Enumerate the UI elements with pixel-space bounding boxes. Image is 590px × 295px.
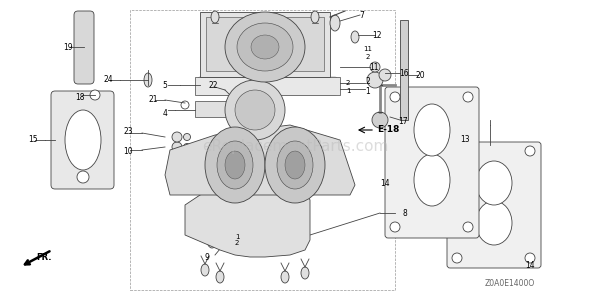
Ellipse shape bbox=[476, 161, 512, 205]
Ellipse shape bbox=[265, 127, 325, 203]
Text: 2: 2 bbox=[366, 76, 371, 86]
Text: 15: 15 bbox=[28, 135, 38, 145]
Ellipse shape bbox=[414, 104, 450, 156]
Ellipse shape bbox=[277, 141, 313, 189]
Text: 2: 2 bbox=[346, 80, 350, 86]
Polygon shape bbox=[165, 125, 355, 195]
Text: 19: 19 bbox=[63, 42, 73, 52]
FancyBboxPatch shape bbox=[385, 87, 479, 238]
Ellipse shape bbox=[77, 171, 89, 183]
Ellipse shape bbox=[370, 62, 380, 72]
Ellipse shape bbox=[379, 69, 391, 81]
Ellipse shape bbox=[414, 154, 450, 206]
Ellipse shape bbox=[367, 72, 383, 88]
Bar bbox=[130, 10, 395, 290]
Ellipse shape bbox=[311, 11, 319, 23]
Ellipse shape bbox=[216, 271, 224, 283]
Ellipse shape bbox=[372, 112, 388, 128]
Text: 11: 11 bbox=[363, 46, 372, 52]
Ellipse shape bbox=[463, 92, 473, 102]
FancyBboxPatch shape bbox=[74, 11, 94, 84]
Ellipse shape bbox=[181, 101, 189, 109]
Text: 18: 18 bbox=[76, 93, 85, 101]
Ellipse shape bbox=[205, 127, 265, 203]
Text: 1: 1 bbox=[235, 234, 240, 240]
Text: 5: 5 bbox=[163, 81, 168, 89]
Text: 13: 13 bbox=[460, 135, 470, 145]
Ellipse shape bbox=[225, 151, 245, 179]
Ellipse shape bbox=[211, 11, 219, 23]
Ellipse shape bbox=[525, 146, 535, 156]
Text: 20: 20 bbox=[415, 71, 425, 79]
Ellipse shape bbox=[217, 141, 253, 189]
Bar bbox=[400, 20, 408, 120]
Ellipse shape bbox=[285, 151, 305, 179]
Text: FR.: FR. bbox=[36, 253, 52, 261]
Text: 8: 8 bbox=[402, 209, 407, 217]
Text: E-18: E-18 bbox=[377, 125, 399, 135]
Ellipse shape bbox=[390, 222, 400, 232]
Ellipse shape bbox=[225, 80, 285, 140]
Ellipse shape bbox=[201, 264, 209, 276]
Ellipse shape bbox=[301, 267, 309, 279]
Text: 10: 10 bbox=[123, 148, 133, 157]
FancyBboxPatch shape bbox=[51, 91, 114, 189]
Text: 14: 14 bbox=[380, 178, 390, 188]
Text: 23: 23 bbox=[123, 127, 133, 137]
Text: Z0A0E1400O: Z0A0E1400O bbox=[485, 278, 535, 288]
Ellipse shape bbox=[65, 110, 101, 170]
Ellipse shape bbox=[183, 134, 191, 140]
FancyBboxPatch shape bbox=[447, 142, 541, 268]
Text: 22: 22 bbox=[208, 81, 218, 89]
Bar bbox=[200, 12, 330, 77]
Text: 21: 21 bbox=[148, 94, 158, 104]
Ellipse shape bbox=[476, 201, 512, 245]
Text: 4: 4 bbox=[163, 109, 168, 117]
Ellipse shape bbox=[452, 146, 462, 156]
Text: 16: 16 bbox=[399, 68, 409, 78]
Ellipse shape bbox=[207, 232, 217, 248]
Ellipse shape bbox=[183, 143, 191, 150]
Ellipse shape bbox=[251, 35, 279, 59]
Ellipse shape bbox=[225, 12, 305, 82]
Text: 2: 2 bbox=[235, 240, 239, 246]
Ellipse shape bbox=[237, 23, 293, 71]
Ellipse shape bbox=[144, 73, 152, 87]
Ellipse shape bbox=[452, 253, 462, 263]
Text: eReplacementParts.com: eReplacementParts.com bbox=[202, 140, 388, 155]
Ellipse shape bbox=[525, 253, 535, 263]
Ellipse shape bbox=[172, 142, 182, 152]
Text: 1: 1 bbox=[346, 88, 350, 94]
Polygon shape bbox=[185, 180, 310, 257]
Text: 1: 1 bbox=[366, 86, 371, 96]
Text: 14: 14 bbox=[525, 260, 535, 270]
Text: 7: 7 bbox=[359, 11, 365, 19]
Text: 12: 12 bbox=[372, 30, 382, 40]
Ellipse shape bbox=[281, 271, 289, 283]
Text: 11: 11 bbox=[369, 63, 379, 71]
Text: 2: 2 bbox=[366, 54, 370, 60]
Ellipse shape bbox=[235, 90, 275, 130]
Bar bbox=[195, 77, 340, 95]
Ellipse shape bbox=[90, 90, 100, 100]
Ellipse shape bbox=[390, 92, 400, 102]
Ellipse shape bbox=[351, 31, 359, 43]
Ellipse shape bbox=[330, 15, 340, 31]
Ellipse shape bbox=[463, 222, 473, 232]
Text: 17: 17 bbox=[398, 117, 408, 127]
Text: 24: 24 bbox=[103, 76, 113, 84]
Text: 9: 9 bbox=[205, 253, 209, 261]
Ellipse shape bbox=[172, 132, 182, 142]
Bar bbox=[195, 101, 230, 117]
Bar bbox=[206, 17, 324, 71]
